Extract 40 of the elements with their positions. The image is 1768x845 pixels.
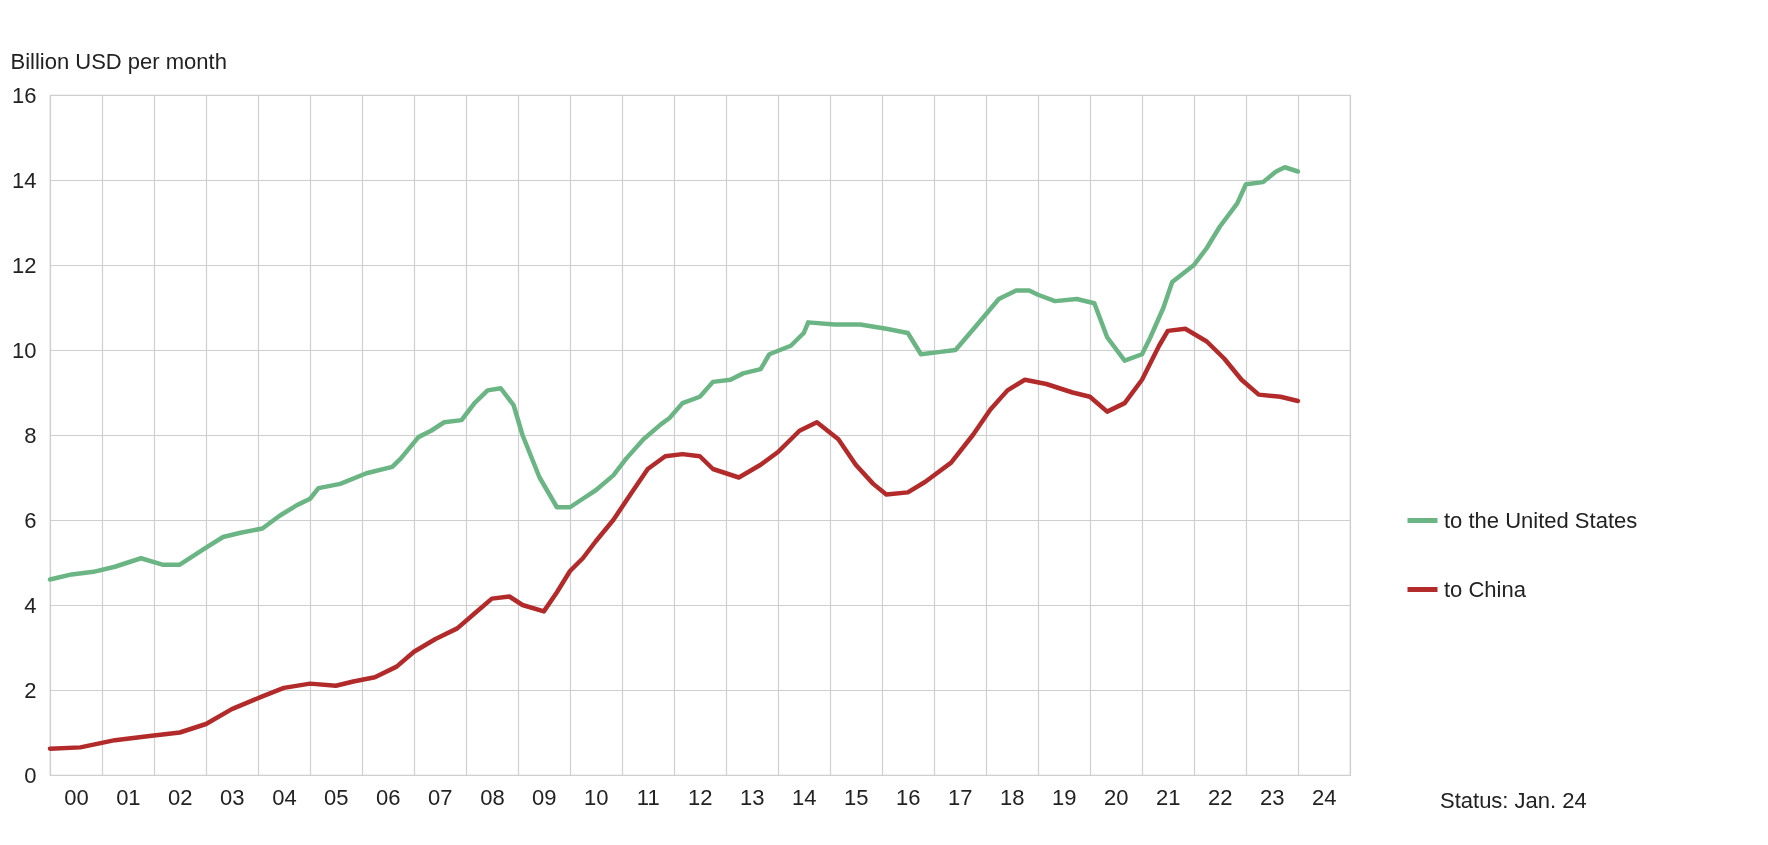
text: Status: Jan. 24: [1440, 788, 1587, 813]
x-tick-label: 02: [168, 784, 193, 810]
x-tick-label: 11: [636, 784, 660, 810]
x-tick-label: 04: [272, 784, 297, 810]
line-series: [47, 326, 1301, 751]
y-tick-label: 2: [24, 677, 37, 703]
line-series: [47, 165, 1301, 582]
x-tick-label: 12: [688, 784, 713, 810]
y-tick-label: 8: [24, 422, 37, 448]
y-tick-label: 14: [12, 167, 37, 193]
x-tick-label: 20: [1104, 784, 1129, 810]
y-tick-label: 10: [12, 337, 37, 363]
x-tick-label: 10: [584, 784, 609, 810]
legend-label: to the United States: [1444, 507, 1638, 533]
x-tick-label: 21: [1156, 784, 1181, 810]
x-tick-label: 23: [1259, 784, 1285, 810]
x-tick-label: 18: [1000, 784, 1025, 810]
x-tick-label: 13: [740, 784, 765, 810]
y-tick-label: 6: [24, 507, 37, 533]
x-tick-label: 09: [532, 784, 557, 810]
x-tick-label: 15: [844, 784, 869, 810]
x-tick-label: 24: [1312, 784, 1337, 810]
y-tick-label: 4: [24, 592, 37, 618]
y-axis-title: Billion USD per month: [10, 48, 227, 74]
legend-label: to China: [1444, 576, 1527, 602]
x-tick-label: 16: [896, 784, 921, 810]
x-tick-label: 05: [324, 784, 349, 810]
y-tick-label: 16: [12, 82, 37, 108]
x-tick-label: 19: [1051, 784, 1077, 810]
x-tick-label: 08: [480, 784, 505, 810]
x-tick-label: 00: [64, 784, 89, 810]
x-tick-label: 17: [948, 784, 973, 810]
y-tick-label: 0: [24, 762, 37, 788]
y-tick-label: 12: [12, 252, 37, 278]
x-tick-label: 22: [1208, 784, 1233, 810]
x-tick-label: 14: [792, 784, 817, 810]
x-tick-label: 06: [376, 784, 401, 810]
x-tick-label: 07: [428, 784, 453, 810]
x-tick-label: 03: [220, 784, 245, 810]
x-tick-label: 01: [116, 784, 141, 810]
